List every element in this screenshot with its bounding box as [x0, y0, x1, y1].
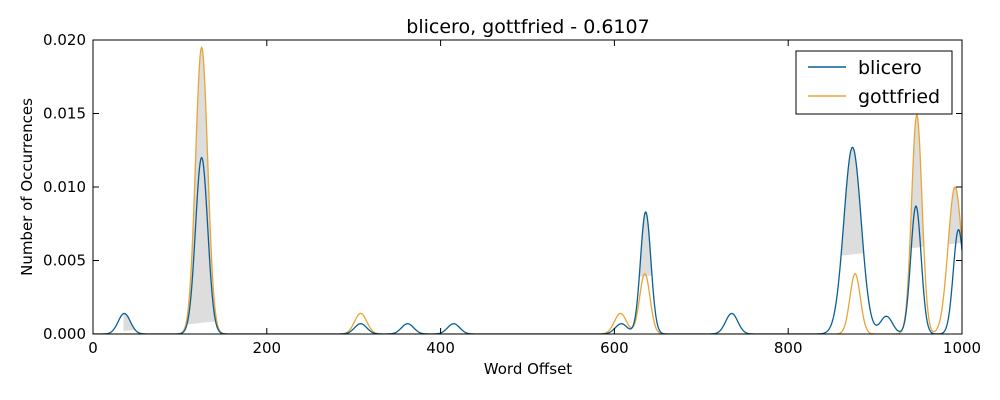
y-tick-label: 0.005 — [43, 252, 86, 270]
y-axis: 0.000 0.005 0.010 0.015 0.020 — [43, 31, 962, 343]
legend-label-blicero: blicero — [858, 57, 922, 79]
x-tick-label: 800 — [774, 339, 803, 357]
chart-title: blicero, gottfried - 0.6107 — [406, 16, 649, 38]
x-tick-label: 600 — [600, 339, 629, 357]
shaded-band-layer — [123, 47, 962, 332]
legend: blicero gottfried — [795, 50, 953, 115]
overlap-band — [123, 47, 962, 332]
legend-box — [795, 50, 953, 115]
y-tick-label: 0.015 — [43, 105, 86, 123]
x-tick-label: 1000 — [943, 339, 981, 357]
x-axis-title: Word Offset — [484, 360, 573, 378]
y-axis-title: Number of Occurrences — [18, 98, 36, 276]
x-tick-label: 400 — [426, 339, 455, 357]
legend-label-gottfried: gottfried — [858, 86, 940, 108]
y-tick-label: 0.010 — [43, 178, 86, 196]
y-tick-label: 0.000 — [43, 325, 86, 343]
x-tick-label: 200 — [252, 339, 281, 357]
x-axis: 0 200 400 600 800 1000 — [88, 40, 981, 357]
y-tick-label: 0.020 — [43, 31, 86, 49]
x-tick-label: 0 — [88, 339, 98, 357]
